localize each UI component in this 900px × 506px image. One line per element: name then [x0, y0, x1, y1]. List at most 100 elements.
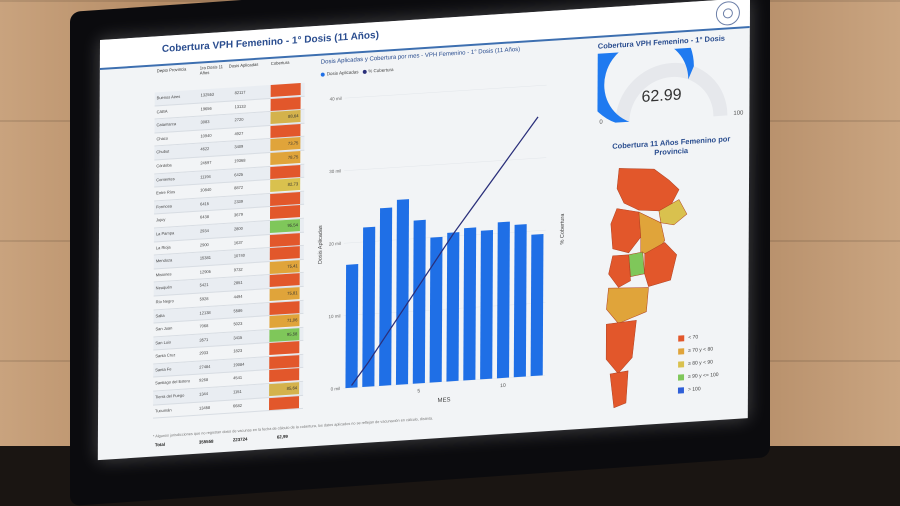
x-tick-label: 5 — [417, 388, 420, 394]
doses-cell: 3415 — [233, 334, 243, 341]
province-cell: Santiago del Estero — [155, 378, 191, 386]
y-tick-label: 40 mil — [330, 96, 342, 102]
population-cell: 9268 — [199, 377, 209, 384]
x-tick-label: 10 — [500, 383, 506, 389]
table-body: Buenos Aires 132553 82117 CABA 19656 13133 Cat… — [152, 82, 305, 419]
header-coverage[interactable]: Cobertura — [270, 59, 290, 66]
header-population[interactable]: 1ra Dosis 11 Años — [199, 64, 224, 76]
dashboard-screen: Cobertura VPH Femenino - 1° Dosis (11 Añ… — [97, 0, 750, 461]
map-legend: < 70 ≥ 70 y < 80 ≥ 80 y < 90 ≥ 90 y <= 100 >… — [677, 329, 744, 398]
province-cell: La Pampa — [155, 230, 175, 237]
coverage-cell — [269, 354, 300, 369]
coverage-table: Depto Provincia 1ra Dosis 11 Años Dosis … — [152, 59, 305, 447]
population-cell: 7068 — [199, 323, 209, 329]
doses-cell: 4541 — [233, 375, 243, 381]
doses-cell: 10740 — [233, 252, 245, 259]
legend-swatch — [678, 374, 685, 381]
chart-canvas: 0 mil 10 mil 20 mil 30 mil 40 mil 5 10 MES Dosis… — [318, 84, 566, 404]
legend-label: > 100 — [687, 386, 701, 393]
province-cell: Chubut — [156, 148, 170, 155]
bar-doses — [395, 199, 410, 385]
gauge-canvas — [597, 44, 728, 123]
bar-doses — [429, 236, 443, 383]
province-cell: Río Negro — [155, 298, 174, 305]
doses-cell: 6425 — [234, 171, 244, 177]
bar-doses — [496, 221, 510, 379]
province-cell: Chaco — [156, 135, 169, 142]
doses-cell: 2800 — [233, 225, 243, 232]
map-region-south — [609, 370, 629, 409]
population-cell: 2900 — [199, 241, 209, 248]
population-cell: 2933 — [199, 350, 209, 356]
coverage-cell: 82,73 — [270, 178, 301, 193]
legend-coverage: % Cobertura — [368, 67, 394, 74]
coverage-cell — [270, 123, 301, 138]
population-cell: 13458 — [199, 404, 211, 411]
population-cell: 10940 — [200, 132, 212, 139]
doses-cell: 2720 — [234, 116, 244, 123]
map-region-pampa — [608, 254, 631, 288]
total-coverage: 62,99 — [276, 433, 288, 440]
doses-cell: 4494 — [233, 293, 243, 300]
bar-doses — [362, 226, 376, 388]
legend-label: < 70 — [688, 334, 699, 341]
population-cell: 15381 — [199, 254, 211, 261]
doses-cell: 82117 — [234, 89, 246, 96]
line-coverage — [351, 116, 539, 386]
doses-cell: 9732 — [233, 266, 243, 273]
population-cell: 3083 — [200, 119, 210, 125]
population-cell: 27484 — [199, 363, 211, 370]
doses-cell: 3409 — [234, 144, 244, 150]
y2-axis-label: % Cobertura — [560, 213, 566, 245]
province-cell: Salta — [155, 312, 165, 318]
province-cell: La Rioja — [155, 243, 171, 250]
population-cell: 11194 — [200, 173, 211, 180]
province-cell: CABA — [156, 108, 168, 114]
doses-cell: 2851 — [233, 280, 243, 286]
doses-cell: 19084 — [233, 361, 245, 368]
province-cell: Neuquén — [155, 284, 172, 291]
coverage-cell — [269, 395, 300, 410]
doses-cell: 3679 — [234, 212, 243, 218]
coverage-cell — [270, 83, 301, 97]
gauge-min: 0 — [599, 119, 603, 126]
argentina-map[interactable] — [598, 159, 689, 415]
population-cell: 24597 — [200, 159, 212, 166]
population-cell: 132553 — [200, 91, 215, 98]
bar-doses — [463, 227, 477, 381]
province-cell: Corrientes — [156, 175, 175, 182]
legend-swatch — [678, 348, 685, 355]
total-population: 355558 — [198, 438, 214, 445]
total-doses: 223724 — [232, 436, 248, 443]
province-cell: Jujuy — [156, 217, 166, 223]
gauge-max: 100 — [733, 110, 744, 118]
coverage-cell: 71,06 — [269, 314, 300, 329]
bar-doses — [345, 264, 359, 389]
coverage-cell: 85,64 — [269, 382, 300, 397]
doses-cell: 8872 — [234, 184, 244, 191]
x-axis-label: MES — [437, 397, 450, 404]
coverage-cell — [269, 341, 300, 356]
province-cell: Entre Ríos — [156, 189, 176, 196]
province-cell: San Juan — [155, 325, 173, 332]
province-cell: Buenos Aires — [156, 93, 181, 101]
legend-swatch — [677, 387, 684, 394]
map-legend-item[interactable]: > 100 — [677, 381, 744, 398]
doses-cell: 1637 — [233, 239, 243, 245]
coverage-cell — [270, 205, 301, 220]
population-cell: 2934 — [199, 227, 209, 234]
doses-cell: 2339 — [234, 198, 244, 205]
coverage-cell: 73,75 — [270, 137, 301, 152]
coverage-cell: 78,75 — [270, 151, 301, 165]
doses-cell: 19368 — [234, 157, 246, 164]
header-province[interactable]: Depto Provincia — [156, 66, 187, 74]
population-cell: 4622 — [200, 146, 210, 152]
coverage-gauge: Cobertura VPH Femenino - 1° Dosis 62.99 … — [597, 30, 746, 140]
header-doses[interactable]: Dosis Aplicadas — [228, 61, 259, 69]
doses-cell: 1823 — [233, 348, 243, 354]
doses-cell: 1151 — [233, 388, 242, 395]
y-tick-label: 10 mil — [328, 313, 340, 319]
population-cell: 3571 — [199, 336, 209, 343]
report-title: Cobertura VPH Femenino - 1° Dosis (11 Añ… — [161, 29, 379, 55]
province-cell: San Luis — [155, 339, 171, 346]
